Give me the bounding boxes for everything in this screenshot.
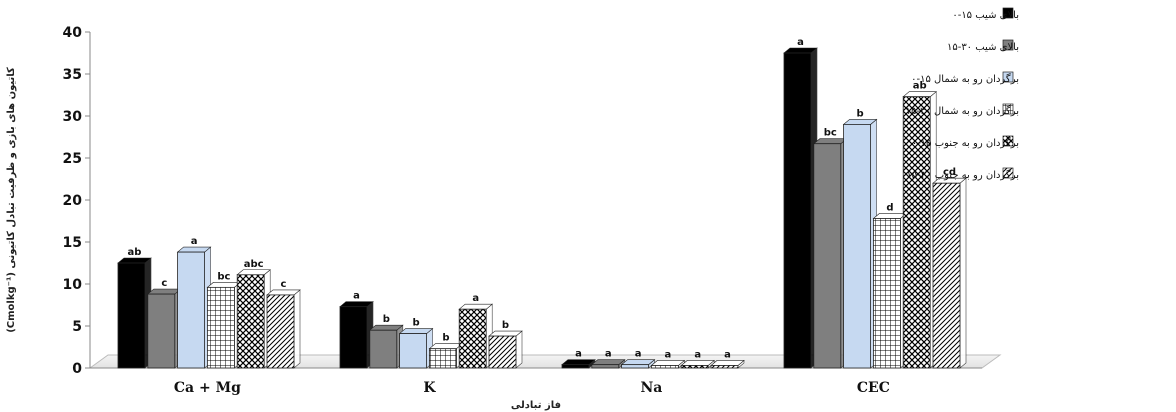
y-axis-ticks: 0 5 10 15 20 25 30 35 40 [63, 25, 90, 377]
bar [932, 177, 967, 369]
legend-label: برگردان رو به شمال ۳۰-۱۵ [906, 105, 1019, 117]
bar-significance-label: ab [128, 247, 142, 258]
legend-swatch [1002, 71, 1014, 83]
bar [710, 359, 745, 369]
bar [176, 246, 212, 369]
y-tick-label: 10 [63, 277, 83, 293]
bar [339, 301, 374, 369]
category-label: K [423, 380, 436, 396]
legend-item: برگردان رو به جنوب ۳۰-۱۵ [906, 167, 1019, 181]
bar [266, 289, 301, 369]
bar-significance-label: a [353, 291, 360, 302]
y-tick-label: 15 [63, 235, 82, 251]
legend: بالای شیب ۱۵-۰ بالای شیب ۳۰-۱۵ برگردان رو … [906, 7, 1019, 181]
bar [650, 359, 686, 369]
bar [236, 269, 272, 369]
bar-significance-label: b [857, 108, 864, 119]
legend-item: برگردان رو به جنوب ۱۵-۰ [912, 135, 1019, 149]
bar-significance-label: a [694, 349, 701, 360]
bar-significance-label: b [383, 314, 390, 325]
bar [783, 47, 818, 369]
legend-label: بالای شیب ۱۵-۰ [952, 10, 1019, 21]
bar [561, 358, 596, 369]
bar [842, 118, 878, 369]
legend-swatch [1002, 7, 1014, 19]
bar-significance-label: a [797, 37, 804, 48]
bar-significance-label: a [191, 236, 198, 247]
y-tick-label: 40 [63, 25, 83, 41]
bars-group [117, 47, 967, 369]
bar [872, 212, 908, 369]
legend-item: برگردان رو به شمال ۱۵-۰ [911, 71, 1019, 85]
y-axis-title: کاتیون های بازی و ظرفیت تبادل کاتیونی (C… [6, 67, 17, 333]
bar-significance-label: b [442, 333, 449, 344]
bar-significance-label: abc [244, 259, 264, 270]
bar [590, 358, 626, 369]
bar [620, 358, 656, 369]
bar-significance-label: cd [943, 167, 956, 178]
y-tick-label: 5 [72, 319, 82, 335]
bar-significance-label: a [665, 349, 672, 360]
bar [428, 343, 464, 369]
y-tick-label: 30 [63, 109, 83, 125]
legend-swatch [1002, 39, 1014, 51]
y-tick-label: 25 [63, 151, 82, 167]
bar [368, 324, 404, 369]
bar-significance-label: a [724, 349, 731, 360]
category-label: Ca + Mg [174, 380, 241, 396]
bar-significance-label: c [281, 279, 287, 290]
bar-significance-label: bc [824, 128, 837, 139]
legend-label: بالای شیب ۳۰-۱۵ [947, 42, 1019, 53]
legend-label: برگردان رو به جنوب ۳۰-۱۵ [906, 169, 1019, 181]
bar [117, 257, 152, 369]
bar-significance-label: a [472, 293, 479, 304]
bar [488, 330, 523, 369]
bar-significance-label: ab [913, 81, 927, 92]
legend-swatch [1002, 135, 1014, 147]
bar-significance-label: a [635, 349, 642, 360]
legend-swatch [1002, 167, 1014, 179]
y-tick-label: 35 [63, 67, 82, 83]
bar [902, 91, 938, 369]
y-tick-label: 20 [63, 193, 83, 209]
legend-label: برگردان رو به جنوب ۱۵-۰ [912, 137, 1019, 149]
bar-significance-label: a [575, 349, 582, 360]
bar [206, 281, 242, 369]
bar [398, 327, 434, 369]
x-axis-title: فاز تبادلی [511, 400, 561, 411]
bar [146, 288, 182, 369]
bar [812, 138, 848, 369]
bar-significance-label: b [502, 320, 509, 331]
bar [680, 359, 716, 369]
bar-significance-label: d [886, 202, 893, 213]
legend-swatch [1002, 103, 1014, 115]
bar-significance-label: a [605, 349, 612, 360]
category-labels-group: Ca + Mg K Na CEC [174, 380, 890, 396]
y-tick-label: 0 [72, 361, 82, 377]
legend-item: بالای شیب ۱۵-۰ [952, 7, 1019, 21]
bar-significance-label: b [413, 318, 420, 329]
category-label: Na [640, 380, 662, 396]
legend-label: برگردان رو به شمال ۱۵-۰ [911, 73, 1019, 85]
legend-item: بالای شیب ۳۰-۱۵ [947, 39, 1019, 53]
category-label: CEC [857, 380, 890, 396]
bar [458, 303, 494, 369]
bar-significance-label: c [161, 278, 167, 289]
bar-significance-label: bc [217, 271, 230, 282]
legend-item: برگردان رو به شمال ۳۰-۱۵ [906, 103, 1019, 117]
